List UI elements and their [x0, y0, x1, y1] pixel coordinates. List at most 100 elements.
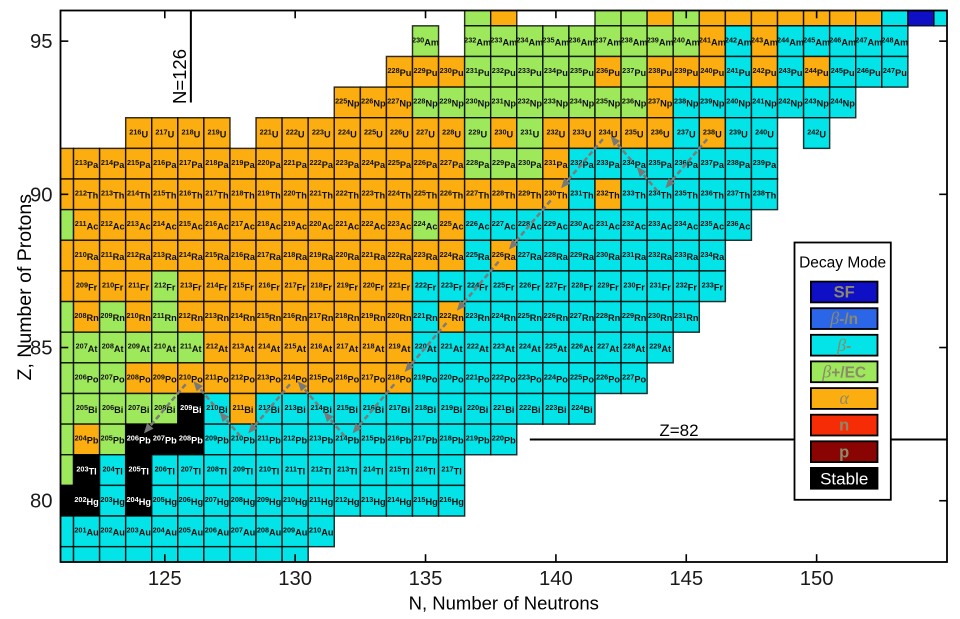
- svg-text:SF: SF: [834, 284, 855, 302]
- svg-text:231Pu: 231Pu: [466, 66, 490, 78]
- svg-text:230Fr: 230Fr: [623, 280, 645, 292]
- svg-text:208Tl: 208Tl: [207, 464, 227, 476]
- svg-text:248Am: 248Am: [881, 35, 908, 47]
- svg-text:210Fr: 210Fr: [102, 280, 124, 292]
- svg-text:228Pa: 228Pa: [466, 158, 490, 170]
- svg-text:135: 135: [409, 568, 443, 590]
- svg-text:221Ra: 221Ra: [361, 250, 386, 262]
- svg-text:231Rn: 231Rn: [674, 311, 699, 323]
- svg-text:229Fr: 229Fr: [597, 280, 619, 292]
- svg-text:214Fr: 214Fr: [206, 280, 228, 292]
- svg-text:213Hg: 213Hg: [361, 495, 385, 507]
- svg-text:229Rn: 229Rn: [622, 311, 647, 323]
- svg-text:210Pb: 210Pb: [231, 434, 255, 446]
- svg-text:228Th: 228Th: [492, 189, 516, 201]
- svg-text:221Fr: 221Fr: [389, 280, 411, 292]
- svg-text:234U: 234U: [599, 127, 618, 139]
- svg-text:226Th: 226Th: [440, 189, 464, 201]
- svg-text:234Am: 234Am: [516, 35, 543, 47]
- svg-text:219Po: 219Po: [414, 372, 438, 384]
- svg-text:218At: 218At: [362, 342, 384, 354]
- svg-text:227Ra: 227Ra: [518, 250, 543, 262]
- svg-text:222Fr: 222Fr: [415, 280, 437, 292]
- svg-text:228Ac: 228Ac: [518, 219, 542, 231]
- svg-text:237Pu: 237Pu: [622, 66, 646, 78]
- svg-text:220Pa: 220Pa: [257, 158, 281, 170]
- svg-text:220At: 220At: [415, 342, 437, 354]
- svg-text:216Th: 216Th: [179, 189, 203, 201]
- svg-text:229Np: 229Np: [439, 97, 464, 109]
- svg-text:211Rn: 211Rn: [153, 311, 177, 323]
- svg-text:219Fr: 219Fr: [337, 280, 359, 292]
- svg-text:216Ac: 216Ac: [205, 219, 229, 231]
- svg-text:212Tl: 212Tl: [311, 464, 331, 476]
- svg-text:218U: 218U: [181, 127, 200, 139]
- svg-text:212At: 212At: [206, 342, 228, 354]
- svg-text:226Pa: 226Pa: [414, 158, 438, 170]
- svg-text:229Ra: 229Ra: [570, 250, 595, 262]
- svg-text:216Fr: 216Fr: [258, 280, 280, 292]
- svg-text:209Hg: 209Hg: [257, 495, 281, 507]
- svg-text:233U: 233U: [573, 127, 592, 139]
- svg-text:90: 90: [30, 184, 53, 206]
- svg-text:202Au: 202Au: [100, 526, 124, 538]
- svg-text:242Am: 242Am: [725, 35, 752, 47]
- svg-text:236U: 236U: [651, 127, 670, 139]
- svg-text:206Pb: 206Pb: [127, 434, 151, 446]
- svg-text:229At: 229At: [649, 342, 671, 354]
- svg-text:235U: 235U: [625, 127, 644, 139]
- svg-text:208Au: 208Au: [257, 526, 281, 538]
- svg-text:214Rn: 214Rn: [231, 311, 256, 323]
- svg-text:230Pa: 230Pa: [518, 158, 542, 170]
- svg-text:235Np: 235Np: [596, 97, 621, 109]
- svg-text:225Pa: 225Pa: [388, 158, 412, 170]
- svg-text:229Pa: 229Pa: [492, 158, 516, 170]
- svg-text:239U: 239U: [729, 127, 748, 139]
- svg-text:216Tl: 216Tl: [415, 464, 435, 476]
- svg-text:233Ac: 233Ac: [648, 219, 672, 231]
- svg-text:230Ra: 230Ra: [596, 250, 621, 262]
- svg-text:N, Number of Neutrons: N, Number of Neutrons: [409, 593, 599, 614]
- svg-text:230U: 230U: [494, 127, 513, 139]
- svg-text:226Np: 226Np: [361, 97, 386, 109]
- svg-text:206Au: 206Au: [205, 526, 229, 538]
- svg-text:226At: 226At: [571, 342, 593, 354]
- svg-text:218Fr: 218Fr: [311, 280, 333, 292]
- svg-text:220Bi: 220Bi: [467, 403, 488, 415]
- svg-text:233Pa: 233Pa: [596, 158, 620, 170]
- svg-text:221Po: 221Po: [466, 372, 490, 384]
- svg-text:223Ra: 223Ra: [414, 250, 439, 262]
- svg-text:211Tl: 211Tl: [285, 464, 305, 476]
- svg-text:219At: 219At: [389, 342, 411, 354]
- svg-text:224Pa: 224Pa: [362, 158, 386, 170]
- svg-text:213Fr: 213Fr: [180, 280, 202, 292]
- svg-text:213At: 213At: [232, 342, 254, 354]
- svg-text:125: 125: [148, 568, 182, 590]
- svg-text:220Th: 220Th: [283, 189, 307, 201]
- svg-text:236Am: 236Am: [568, 35, 595, 47]
- svg-text:213Bi: 213Bi: [284, 403, 305, 415]
- svg-text:224U: 224U: [338, 127, 357, 139]
- svg-text:227At: 227At: [597, 342, 619, 354]
- svg-text:215Hg: 215Hg: [413, 495, 437, 507]
- svg-text:214Th: 214Th: [127, 189, 151, 201]
- svg-text:235Ac: 235Ac: [700, 219, 724, 231]
- svg-text:243Am: 243Am: [751, 35, 778, 47]
- svg-text:218Bi: 218Bi: [415, 403, 436, 415]
- svg-text:235Th: 235Th: [675, 189, 699, 201]
- svg-text:227Pa: 227Pa: [440, 158, 464, 170]
- svg-text:224Bi: 224Bi: [571, 403, 592, 415]
- svg-text:232Ra: 232Ra: [648, 250, 673, 262]
- svg-text:206Hg: 206Hg: [179, 495, 203, 507]
- svg-text:221Pa: 221Pa: [283, 158, 307, 170]
- svg-text:210Au: 210Au: [309, 526, 333, 538]
- svg-text:224Po: 224Po: [544, 372, 568, 384]
- svg-text:231Ra: 231Ra: [622, 250, 647, 262]
- svg-text:209Po: 209Po: [153, 372, 177, 384]
- svg-text:218Po: 218Po: [387, 372, 411, 384]
- svg-text:214Hg: 214Hg: [387, 495, 411, 507]
- svg-text:203Hg: 203Hg: [100, 495, 124, 507]
- svg-text:227Ac: 227Ac: [492, 219, 516, 231]
- svg-text:212Ra: 212Ra: [127, 250, 152, 262]
- svg-text:217Rn: 217Rn: [309, 311, 334, 323]
